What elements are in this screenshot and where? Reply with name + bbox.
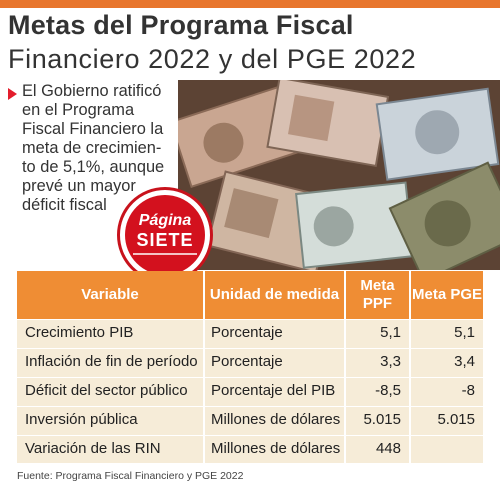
table-cell-unidad: Porcentaje bbox=[211, 353, 283, 370]
banknotes-photo bbox=[178, 80, 500, 270]
table-cell-meta-ppf: -8,5 bbox=[375, 382, 401, 399]
row-divider bbox=[17, 435, 483, 436]
logo-seal: Página SIETE bbox=[125, 195, 205, 275]
bullet-arrow-icon bbox=[8, 88, 17, 100]
table-cell-meta-pge: -8 bbox=[461, 382, 475, 399]
column-divider bbox=[409, 271, 411, 463]
fiscal-targets-table: Variable Unidad de medida Meta PPF Meta … bbox=[17, 271, 483, 463]
row-divider bbox=[17, 377, 483, 378]
pagina-siete-logo: Página SIETE bbox=[117, 187, 213, 283]
logo-divider bbox=[133, 253, 197, 255]
table-cell-variable: Inversión pública bbox=[25, 411, 138, 428]
header-meta-pge: Meta PGE bbox=[411, 271, 483, 319]
header-variable: Variable bbox=[17, 271, 203, 319]
table-cell-unidad: Porcentaje del PIB bbox=[211, 382, 336, 399]
header-meta-ppf: Meta PPF bbox=[346, 271, 409, 319]
row-divider bbox=[17, 406, 483, 407]
logo-word-1: Página bbox=[138, 212, 192, 229]
header-unidad: Unidad de medida bbox=[205, 271, 344, 319]
table-cell-unidad: Millones de dólares bbox=[211, 411, 341, 428]
row-divider bbox=[17, 319, 483, 320]
table-cell-meta-ppf: 5,1 bbox=[380, 324, 401, 341]
row-divider bbox=[17, 348, 483, 349]
banknotes-illustration bbox=[178, 80, 500, 270]
column-divider bbox=[203, 271, 205, 463]
table-cell-variable: Variación de las RIN bbox=[25, 440, 161, 457]
table-cell-variable: Déficit del sector público bbox=[25, 382, 188, 399]
table-cell-meta-pge: 3,4 bbox=[454, 353, 475, 370]
table-cell-unidad: Millones de dólares bbox=[211, 440, 341, 457]
table-cell-meta-pge: 5,1 bbox=[454, 324, 475, 341]
top-accent-bar bbox=[0, 0, 500, 8]
table-cell-meta-ppf: 448 bbox=[375, 440, 401, 457]
table-cell-variable: Crecimiento PIB bbox=[25, 324, 134, 341]
table-cell-meta-pge bbox=[411, 435, 475, 463]
table-cell-unidad: Porcentaje bbox=[211, 324, 283, 341]
table-cell-meta-ppf: 3,3 bbox=[380, 353, 401, 370]
title-line-1: Metas del Programa Fiscal bbox=[8, 10, 354, 40]
source-note: Fuente: Programa Fiscal Financiero y PGE… bbox=[17, 470, 244, 482]
table-cell-meta-ppf: 5.015 bbox=[363, 411, 401, 428]
table-cell-variable: Inflación de fin de período bbox=[25, 353, 198, 370]
logo-word-2: SIETE bbox=[136, 230, 194, 250]
table-cell-meta-pge: 5.015 bbox=[437, 411, 475, 428]
column-divider bbox=[344, 271, 346, 463]
title-line-2: Financiero 2022 y del PGE 2022 bbox=[8, 44, 417, 74]
lead-paragraph: El Gobierno ratificó en el Programa Fisc… bbox=[22, 82, 165, 214]
